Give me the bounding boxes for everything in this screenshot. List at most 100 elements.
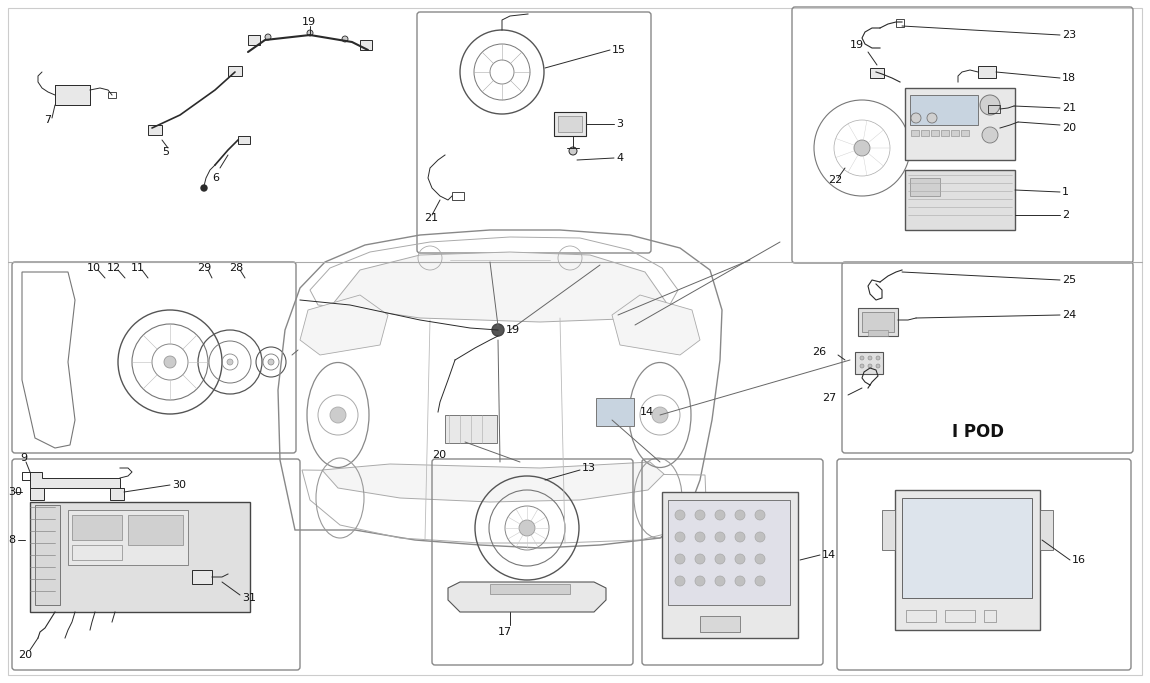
- Bar: [905, 88, 1015, 160]
- Text: 19: 19: [302, 17, 316, 27]
- Bar: [945, 610, 975, 622]
- Circle shape: [756, 554, 765, 564]
- Bar: [910, 95, 978, 125]
- Text: 10: 10: [87, 263, 101, 273]
- Bar: [902, 498, 1032, 598]
- Text: 15: 15: [612, 45, 626, 55]
- Bar: [68, 510, 187, 565]
- Circle shape: [876, 364, 880, 368]
- Bar: [668, 500, 790, 605]
- Text: 27: 27: [822, 393, 836, 403]
- Circle shape: [735, 532, 745, 542]
- Circle shape: [264, 34, 271, 40]
- Bar: [951, 130, 959, 136]
- Bar: [248, 35, 260, 45]
- Text: 12: 12: [107, 263, 121, 273]
- Bar: [128, 515, 183, 545]
- Text: 20: 20: [18, 650, 32, 660]
- Text: 14: 14: [641, 407, 654, 417]
- Circle shape: [876, 356, 880, 360]
- Circle shape: [569, 147, 577, 155]
- Text: 25: 25: [1061, 275, 1076, 285]
- Circle shape: [695, 532, 705, 542]
- Text: 2: 2: [1061, 210, 1070, 220]
- Bar: [700, 616, 739, 632]
- Bar: [192, 570, 212, 584]
- Bar: [868, 330, 888, 336]
- Text: 29: 29: [197, 263, 212, 273]
- Text: 31: 31: [242, 593, 256, 603]
- Bar: [30, 502, 250, 612]
- Bar: [558, 116, 582, 132]
- Polygon shape: [300, 295, 388, 355]
- Text: 1: 1: [1061, 187, 1070, 197]
- Circle shape: [342, 36, 348, 42]
- Bar: [988, 105, 1000, 113]
- Text: I POD: I POD: [952, 423, 1004, 441]
- Text: 11: 11: [131, 263, 145, 273]
- Text: 4: 4: [616, 153, 623, 163]
- Bar: [871, 68, 884, 78]
- Bar: [34, 505, 60, 605]
- Bar: [238, 136, 250, 144]
- Bar: [72, 545, 122, 560]
- Text: 3: 3: [616, 119, 623, 129]
- Circle shape: [860, 356, 864, 360]
- Text: 16: 16: [1072, 555, 1086, 565]
- Bar: [55, 85, 90, 105]
- Circle shape: [715, 554, 724, 564]
- Circle shape: [911, 113, 921, 123]
- Circle shape: [675, 510, 685, 520]
- Polygon shape: [332, 252, 668, 322]
- Bar: [490, 584, 570, 594]
- Circle shape: [980, 95, 1000, 115]
- Bar: [30, 488, 44, 500]
- Text: 28: 28: [229, 263, 243, 273]
- Circle shape: [854, 140, 871, 156]
- Circle shape: [756, 576, 765, 586]
- Text: 20: 20: [1061, 123, 1076, 133]
- Circle shape: [695, 510, 705, 520]
- Circle shape: [927, 113, 937, 123]
- Text: 5: 5: [162, 147, 169, 157]
- Bar: [896, 19, 904, 27]
- Text: 19: 19: [850, 40, 864, 50]
- Text: 19: 19: [506, 325, 520, 335]
- Circle shape: [715, 510, 724, 520]
- Bar: [72, 515, 122, 540]
- Bar: [228, 66, 242, 76]
- Circle shape: [735, 554, 745, 564]
- Bar: [911, 130, 919, 136]
- Circle shape: [675, 554, 685, 564]
- Circle shape: [860, 364, 864, 368]
- Bar: [978, 66, 996, 78]
- Polygon shape: [882, 510, 895, 550]
- Text: 24: 24: [1061, 310, 1076, 320]
- Text: 21: 21: [1061, 103, 1076, 113]
- Circle shape: [519, 520, 535, 536]
- Text: 17: 17: [498, 627, 512, 637]
- Circle shape: [330, 407, 346, 423]
- Circle shape: [307, 30, 313, 36]
- Bar: [932, 130, 940, 136]
- Text: 13: 13: [582, 463, 596, 473]
- Bar: [862, 312, 894, 332]
- Circle shape: [868, 364, 872, 368]
- Polygon shape: [662, 492, 798, 638]
- Circle shape: [756, 532, 765, 542]
- Text: 21: 21: [424, 213, 438, 223]
- Bar: [452, 192, 463, 200]
- Bar: [360, 40, 371, 50]
- Bar: [554, 112, 586, 136]
- Circle shape: [715, 532, 724, 542]
- Circle shape: [735, 576, 745, 586]
- Polygon shape: [30, 472, 120, 488]
- Circle shape: [715, 576, 724, 586]
- Text: 26: 26: [812, 347, 826, 357]
- Polygon shape: [322, 462, 664, 502]
- Bar: [961, 130, 969, 136]
- Circle shape: [982, 127, 998, 143]
- Circle shape: [756, 510, 765, 520]
- Text: 23: 23: [1061, 30, 1076, 40]
- Text: 22: 22: [828, 175, 842, 185]
